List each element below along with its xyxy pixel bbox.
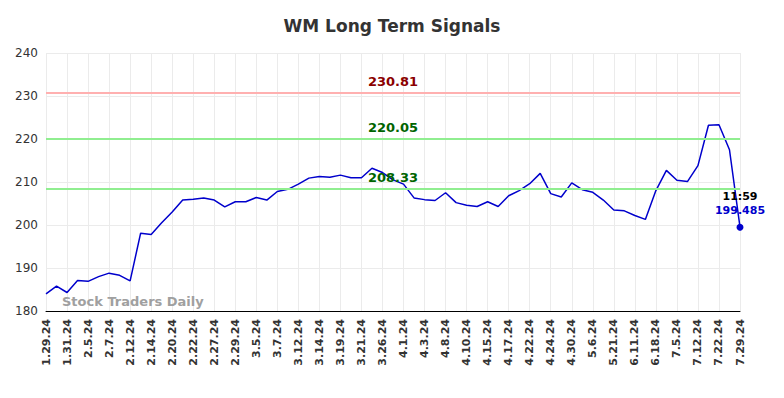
svg-text:4.17.24: 4.17.24 — [502, 319, 515, 366]
svg-text:4.30.24: 4.30.24 — [565, 319, 578, 366]
svg-text:240: 240 — [15, 46, 38, 60]
svg-text:2.20.24: 2.20.24 — [166, 319, 179, 366]
svg-text:7.22.24: 7.22.24 — [712, 319, 725, 366]
svg-text:220.05: 220.05 — [368, 120, 418, 135]
svg-text:230.81: 230.81 — [368, 74, 418, 89]
svg-text:2.14.24: 2.14.24 — [145, 319, 158, 366]
svg-text:4.8.24: 4.8.24 — [439, 319, 452, 358]
svg-text:220: 220 — [15, 132, 38, 146]
svg-text:208.33: 208.33 — [368, 170, 418, 185]
svg-text:200: 200 — [15, 218, 38, 232]
svg-text:4.24.24: 4.24.24 — [544, 319, 557, 366]
svg-text:6.11.24: 6.11.24 — [628, 319, 641, 366]
svg-text:1.31.24: 1.31.24 — [61, 319, 74, 366]
svg-text:3.7.24: 3.7.24 — [271, 319, 284, 358]
svg-text:7.29.24: 7.29.24 — [734, 319, 747, 366]
svg-text:3.14.24: 3.14.24 — [313, 319, 326, 366]
svg-text:4.3.24: 4.3.24 — [418, 319, 431, 358]
svg-text:2.7.24: 2.7.24 — [103, 319, 116, 358]
svg-text:2.29.24: 2.29.24 — [229, 319, 242, 366]
svg-text:2.12.24: 2.12.24 — [124, 319, 137, 366]
svg-text:1.29.24: 1.29.24 — [40, 319, 53, 366]
svg-text:180: 180 — [15, 304, 38, 318]
svg-text:4.22.24: 4.22.24 — [523, 319, 536, 366]
svg-text:6.18.24: 6.18.24 — [649, 319, 662, 366]
svg-text:5.6.24: 5.6.24 — [586, 319, 599, 358]
svg-text:3.21.24: 3.21.24 — [355, 319, 368, 366]
svg-text:3.5.24: 3.5.24 — [250, 319, 263, 358]
svg-text:230: 230 — [15, 89, 38, 103]
svg-text:4.10.24: 4.10.24 — [460, 319, 473, 366]
svg-text:2.5.24: 2.5.24 — [82, 319, 95, 358]
svg-text:210: 210 — [15, 175, 38, 189]
svg-text:3.26.24: 3.26.24 — [376, 319, 389, 366]
svg-text:7.12.24: 7.12.24 — [691, 319, 704, 366]
svg-text:190: 190 — [15, 261, 38, 275]
svg-text:2.22.24: 2.22.24 — [187, 319, 200, 366]
svg-text:11:59: 11:59 — [722, 190, 757, 203]
svg-text:2.27.24: 2.27.24 — [208, 319, 221, 366]
svg-text:199.485: 199.485 — [715, 204, 765, 217]
svg-text:4.1.24: 4.1.24 — [397, 319, 410, 358]
svg-text:3.12.24: 3.12.24 — [292, 319, 305, 366]
svg-text:WM Long Term Signals: WM Long Term Signals — [284, 16, 501, 36]
svg-text:5.21.24: 5.21.24 — [607, 319, 620, 366]
svg-text:3.19.24: 3.19.24 — [334, 319, 347, 366]
svg-text:7.5.24: 7.5.24 — [670, 319, 683, 358]
svg-text:Stock Traders Daily: Stock Traders Daily — [62, 294, 204, 309]
svg-text:4.15.24: 4.15.24 — [481, 319, 494, 366]
